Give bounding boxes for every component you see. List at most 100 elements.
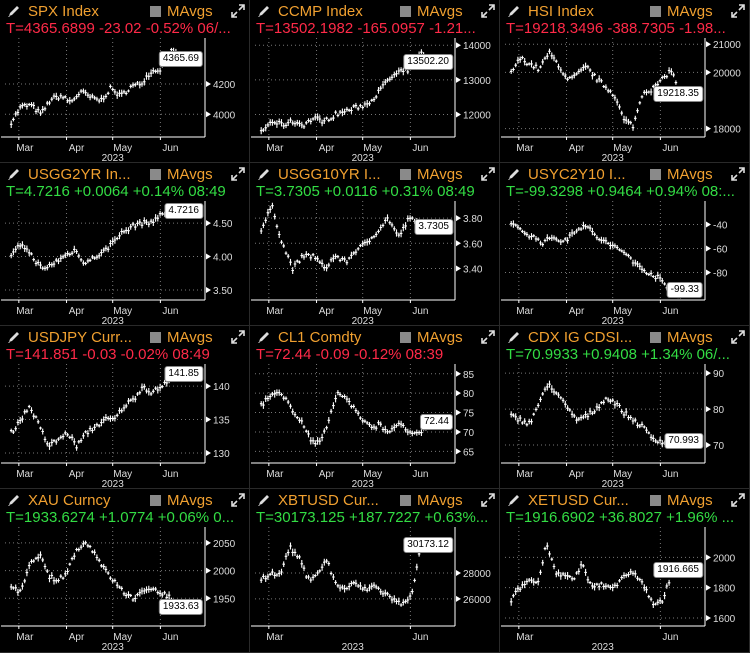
pencil-icon[interactable] — [256, 166, 272, 182]
pencil-icon[interactable] — [6, 492, 22, 508]
pencil-icon[interactable] — [506, 329, 522, 345]
x-tick-label: May — [363, 469, 382, 480]
expand-icon[interactable] — [731, 330, 745, 344]
expand-icon[interactable] — [731, 493, 745, 507]
pencil-icon[interactable] — [506, 166, 522, 182]
square-icon[interactable] — [400, 331, 411, 343]
x-year-label: 2023 — [102, 316, 125, 326]
price-series — [509, 542, 682, 608]
security-title[interactable]: XAU Curncy — [28, 491, 111, 509]
y-tick-label: 13000 — [463, 76, 491, 87]
chart-panel[interactable]: USGG2YR In... MAvgs T=4.7216 +0.0064 +0.… — [0, 163, 250, 326]
security-title[interactable]: XBTUSD Cur... — [278, 491, 379, 509]
security-title[interactable]: CCMP Index — [278, 2, 363, 20]
pencil-icon[interactable] — [6, 3, 22, 19]
expand-icon[interactable] — [481, 167, 495, 181]
expand-icon[interactable] — [231, 4, 245, 18]
mavgs-toggle[interactable]: MAvgs — [167, 328, 213, 346]
square-icon[interactable] — [650, 494, 661, 506]
y-tick-label: -40 — [713, 221, 728, 232]
x-tick-label: Jun — [162, 632, 178, 643]
expand-icon[interactable] — [481, 4, 495, 18]
security-title[interactable]: USGG10YR I... — [278, 165, 381, 183]
price-series — [509, 48, 682, 131]
y-tick-label: 2000 — [213, 567, 236, 578]
mavgs-toggle[interactable]: MAvgs — [417, 165, 463, 183]
tick-marker — [456, 265, 461, 272]
expand-icon[interactable] — [481, 330, 495, 344]
mavgs-toggle[interactable]: MAvgs — [167, 491, 213, 509]
y-tick-label: 3.50 — [213, 286, 233, 297]
mavgs-toggle[interactable]: MAvgs — [417, 2, 463, 20]
mavgs-toggle[interactable]: MAvgs — [167, 2, 213, 20]
quote-line: T=4.7216 +0.0064 +0.14% 08:49 — [6, 183, 226, 200]
pencil-icon[interactable] — [6, 166, 22, 182]
pencil-icon[interactable] — [506, 3, 522, 19]
security-title[interactable]: CDX IG CDSI... — [528, 328, 633, 346]
tick-marker — [456, 569, 461, 576]
tick-marker — [206, 80, 211, 87]
square-icon[interactable] — [650, 5, 661, 17]
pencil-icon[interactable] — [6, 329, 22, 345]
tick-marker — [206, 286, 211, 293]
mavgs-toggle[interactable]: MAvgs — [417, 328, 463, 346]
security-title[interactable]: USGG2YR In... — [28, 165, 131, 183]
expand-icon[interactable] — [731, 4, 745, 18]
chart-panel[interactable]: CL1 Comdty MAvgs T=72.44 -0.09 -0.12% 08… — [250, 326, 500, 489]
expand-icon[interactable] — [231, 167, 245, 181]
security-title[interactable]: CL1 Comdty — [278, 328, 362, 346]
chart-panel[interactable]: XETUSD Cur... MAvgs T=1916.6902 +36.8027… — [500, 489, 750, 653]
square-icon[interactable] — [650, 331, 661, 343]
chart-panel[interactable]: XAU Curncy MAvgs T=1933.6274 +1.0774 +0.… — [0, 489, 250, 653]
x-tick-label: Apr — [69, 469, 85, 480]
security-title[interactable]: HSI Index — [528, 2, 594, 20]
x-tick-label: May — [113, 632, 132, 643]
security-title[interactable]: SPX Index — [28, 2, 99, 20]
price-chart: 1600 1800 2000 Mar Jun 2023 — [501, 527, 736, 652]
mavgs-toggle[interactable]: MAvgs — [667, 2, 713, 20]
expand-icon[interactable] — [231, 493, 245, 507]
tick-marker — [706, 245, 711, 252]
mavgs-toggle[interactable]: MAvgs — [417, 491, 463, 509]
y-tick-label: 3.60 — [463, 239, 483, 250]
x-year-label: 2023 — [602, 316, 625, 326]
tick-marker — [206, 539, 211, 546]
security-title[interactable]: USYC2Y10 I... — [528, 165, 626, 183]
pencil-icon[interactable] — [256, 492, 272, 508]
expand-icon[interactable] — [481, 493, 495, 507]
mavgs-toggle[interactable]: MAvgs — [167, 165, 213, 183]
square-icon[interactable] — [400, 5, 411, 17]
mavgs-toggle[interactable]: MAvgs — [667, 491, 713, 509]
square-icon[interactable] — [150, 331, 161, 343]
pencil-icon[interactable] — [256, 329, 272, 345]
chart-panel[interactable]: USYC2Y10 I... MAvgs T=-99.3298 +0.9464 +… — [500, 163, 750, 326]
security-title[interactable]: XETUSD Cur... — [528, 491, 629, 509]
square-icon[interactable] — [150, 494, 161, 506]
chart-panel[interactable]: XBTUSD Cur... MAvgs T=30173.125 +187.722… — [250, 489, 500, 653]
tick-marker — [706, 442, 711, 449]
square-icon[interactable] — [150, 168, 161, 180]
chart-panel[interactable]: USGG10YR I... MAvgs T=3.7305 +0.0116 +0.… — [250, 163, 500, 326]
square-icon[interactable] — [400, 168, 411, 180]
chart-panel[interactable]: CDX IG CDSI... MAvgs T=70.9933 +0.9408 +… — [500, 326, 750, 489]
x-year-label: 2023 — [602, 479, 625, 489]
mavgs-toggle[interactable]: MAvgs — [667, 328, 713, 346]
square-icon[interactable] — [400, 494, 411, 506]
square-icon[interactable] — [150, 5, 161, 17]
x-tick-label: Mar — [516, 469, 534, 480]
mavgs-toggle[interactable]: MAvgs — [667, 165, 713, 183]
tick-marker — [206, 253, 211, 260]
panel-header: XBTUSD Cur... MAvgs — [256, 490, 495, 510]
square-icon[interactable] — [650, 168, 661, 180]
chart-panel[interactable]: CCMP Index MAvgs T=13502.1982 -165.0957 … — [250, 0, 500, 163]
pencil-icon[interactable] — [506, 492, 522, 508]
security-title[interactable]: USDJPY Curr... — [28, 328, 132, 346]
expand-icon[interactable] — [231, 330, 245, 344]
pencil-icon[interactable] — [256, 3, 272, 19]
chart-panel[interactable]: HSI Index MAvgs T=19218.3496 -388.7305 -… — [500, 0, 750, 163]
x-tick-label: Mar — [516, 143, 534, 154]
chart-panel[interactable]: USDJPY Curr... MAvgs T=141.851 -0.03 -0.… — [0, 326, 250, 489]
x-tick-label: May — [613, 143, 632, 154]
expand-icon[interactable] — [731, 167, 745, 181]
chart-panel[interactable]: SPX Index MAvgs T=4365.6899 -23.02 -0.52… — [0, 0, 250, 163]
